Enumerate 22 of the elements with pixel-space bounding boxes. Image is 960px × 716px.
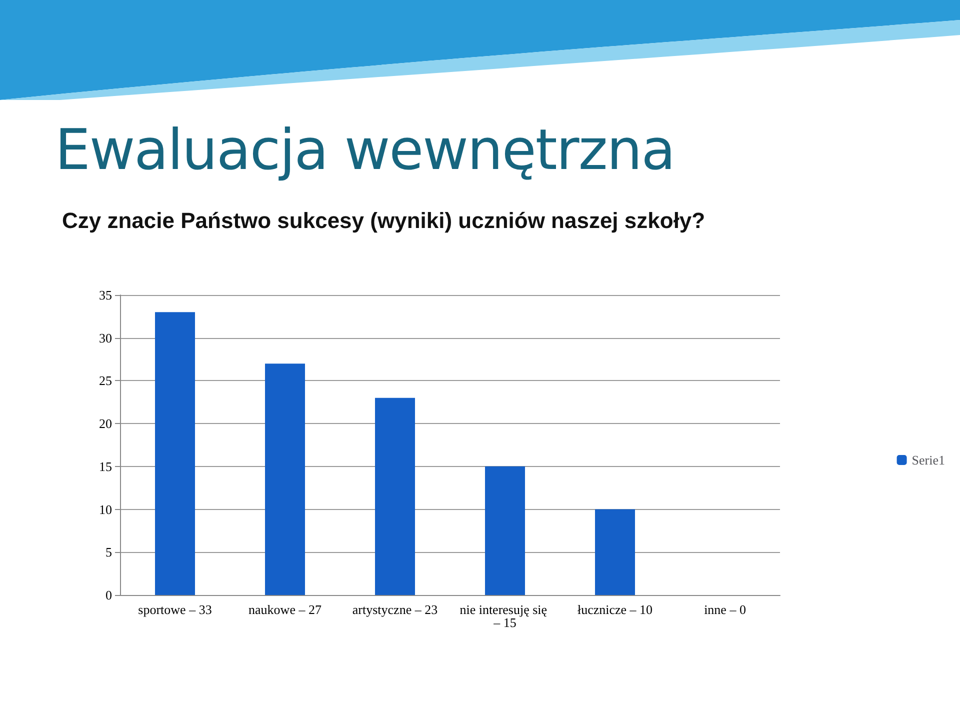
chart-title: Ewaluacja wewnętrzna [55,118,675,183]
bar [375,398,415,595]
y-tick-label: 0 [106,588,112,602]
bar [265,364,305,595]
x-tick-label: artystyczne – 23 [352,602,438,617]
y-tick-label: 15 [99,458,112,474]
y-tick-label: 30 [99,330,112,346]
x-tick-label: inne – 0 [704,602,746,617]
x-tick-label: łucznicze – 10 [577,602,653,617]
bar [155,312,195,595]
x-tick-label: sportowe – 33 [138,602,212,617]
y-tick-label: 10 [99,502,112,517]
y-tick-label: 20 [99,416,112,432]
chart-subtitle: Czy znacie Państwo sukcesy (wyniki) uczniów naszej szkoły? [62,208,706,234]
y-tick-label: 5 [106,544,112,560]
bar [485,466,525,595]
bar [595,509,635,595]
legend-label: Serie1 [912,452,946,468]
x-tick-label: nie interesuję się – 15 [460,602,550,630]
y-tick-label: 35 [99,288,112,302]
x-tick-label: naukowe – 27 [248,602,322,617]
y-tick-label: 25 [99,373,112,388]
